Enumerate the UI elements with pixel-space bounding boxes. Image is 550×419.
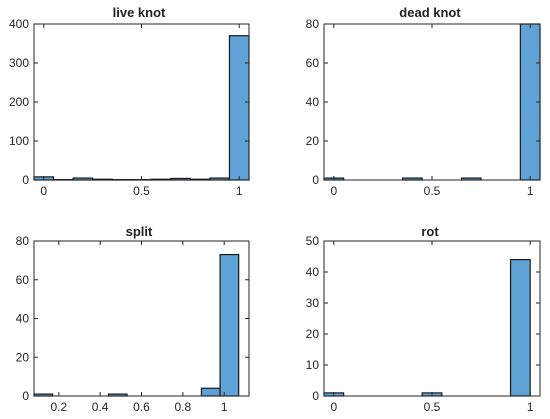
y-tick-label: 30	[306, 296, 320, 310]
y-tick-label: 80	[16, 234, 30, 248]
axes-frame	[323, 23, 541, 181]
y-tick-label: 20	[306, 134, 320, 148]
histogram-bar	[200, 387, 221, 397]
chart-title: split	[126, 224, 153, 239]
histogram-bar	[228, 35, 250, 181]
y-tick-label: 20	[16, 350, 30, 364]
x-tick-label: 0.5	[424, 184, 441, 198]
y-tick-label: 40	[306, 265, 320, 279]
y-tick-label: 0	[312, 389, 319, 403]
x-tick-label: 0.6	[133, 400, 150, 414]
y-tick-label: 40	[306, 95, 320, 109]
x-tick-label: 0.2	[50, 400, 67, 414]
y-tick-label: 60	[16, 273, 30, 287]
histogram-bar	[509, 259, 531, 397]
x-tick-label: 0	[40, 184, 47, 198]
axes-frame	[33, 23, 250, 181]
histogram-bar	[219, 253, 240, 397]
chart-panel-split: split 0 20 40 60 80 0.2 0.4 0.6 0.8 1	[16, 224, 250, 414]
x-tick-label: 0	[330, 184, 337, 198]
axes-frame	[323, 240, 541, 397]
y-tick-label: 0	[22, 389, 29, 403]
x-tick-label: 1	[221, 400, 228, 414]
y-tick-label: 40	[16, 312, 30, 326]
chart-panel-live-knot: live knot 0 100 200 300 400 0 0.5 1	[9, 5, 250, 198]
y-tick-label: 100	[9, 134, 29, 148]
y-tick-label: 200	[9, 95, 29, 109]
y-tick-label: 60	[306, 56, 320, 70]
chart-panel-rot: rot 0 10 20 30 40 50 0 0.5 1	[306, 224, 541, 414]
chart-title: dead knot	[399, 5, 461, 20]
y-tick-label: 80	[306, 17, 320, 31]
y-tick-label: 300	[9, 56, 29, 70]
x-tick-label: 1	[527, 400, 534, 414]
y-tick-label: 10	[306, 358, 320, 372]
chart-title: rot	[421, 224, 439, 239]
axes-frame	[33, 240, 250, 397]
chart-title: live knot	[113, 5, 166, 20]
y-tick-label: 50	[306, 234, 320, 248]
x-tick-label: 0	[330, 400, 337, 414]
y-tick-label: 20	[306, 327, 320, 341]
x-tick-label: 1	[527, 184, 534, 198]
x-tick-label: 0.5	[133, 184, 150, 198]
chart-panel-dead-knot: dead knot 0 20 40 60 80 0 0.5 1	[306, 5, 541, 198]
x-tick-label: 0.4	[92, 400, 109, 414]
y-tick-label: 0	[312, 173, 319, 187]
y-tick-label: 0	[22, 173, 29, 187]
x-tick-label: 0.5	[424, 400, 441, 414]
x-tick-label: 1	[236, 184, 243, 198]
x-tick-label: 0.8	[175, 400, 192, 414]
y-tick-label: 400	[9, 17, 29, 31]
